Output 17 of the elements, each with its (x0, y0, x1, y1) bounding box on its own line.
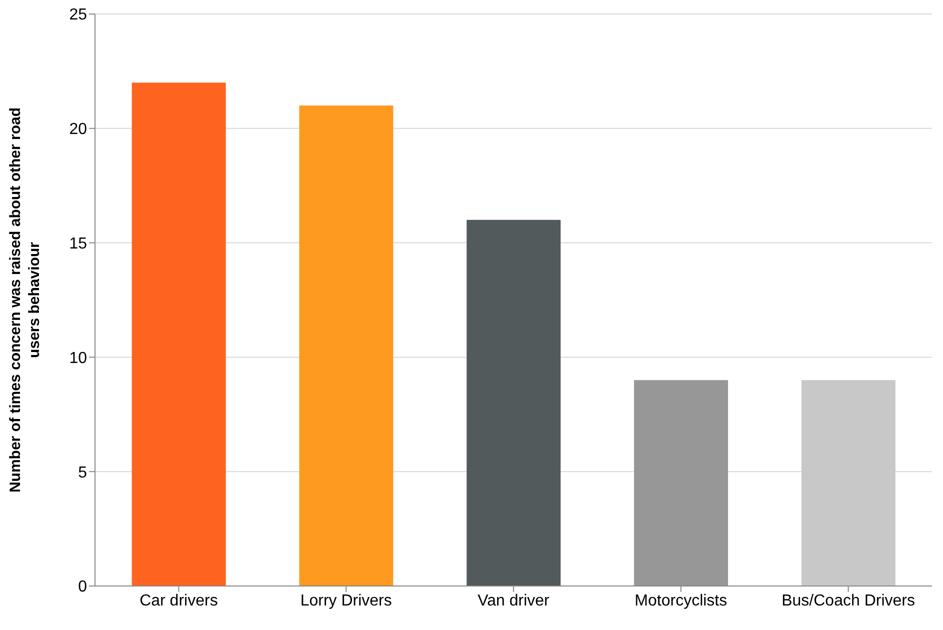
bar (132, 82, 226, 586)
y-tick-label: 25 (69, 6, 88, 24)
y-tick-label: 0 (78, 578, 88, 596)
y-tick-label: 5 (78, 464, 88, 482)
bar (466, 220, 561, 586)
x-tick-label: Car drivers (140, 592, 218, 610)
y-tick-label: 10 (69, 350, 88, 367)
y-tick-label: 15 (69, 235, 88, 252)
y-axis-title: Number of times concern was raised about other road users behaviour (7, 107, 43, 493)
bar (801, 380, 896, 586)
y-tick-label: 20 (69, 121, 88, 138)
x-tick-label: Lorry Drivers (300, 592, 392, 610)
x-tick-label: Motorcyclists (634, 592, 728, 610)
x-tick-label: Van driver (478, 592, 550, 610)
bar (299, 106, 394, 586)
x-tick-label: Bus/Coach Drivers (782, 592, 915, 610)
bar (634, 380, 728, 586)
